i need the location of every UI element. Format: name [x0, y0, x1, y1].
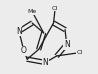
Text: N: N	[64, 40, 70, 49]
Text: N: N	[16, 27, 22, 36]
Text: N: N	[42, 58, 48, 67]
Text: Cl: Cl	[77, 50, 83, 55]
Text: Cl: Cl	[52, 6, 58, 11]
Text: O: O	[21, 46, 27, 56]
Text: Me: Me	[28, 9, 37, 14]
